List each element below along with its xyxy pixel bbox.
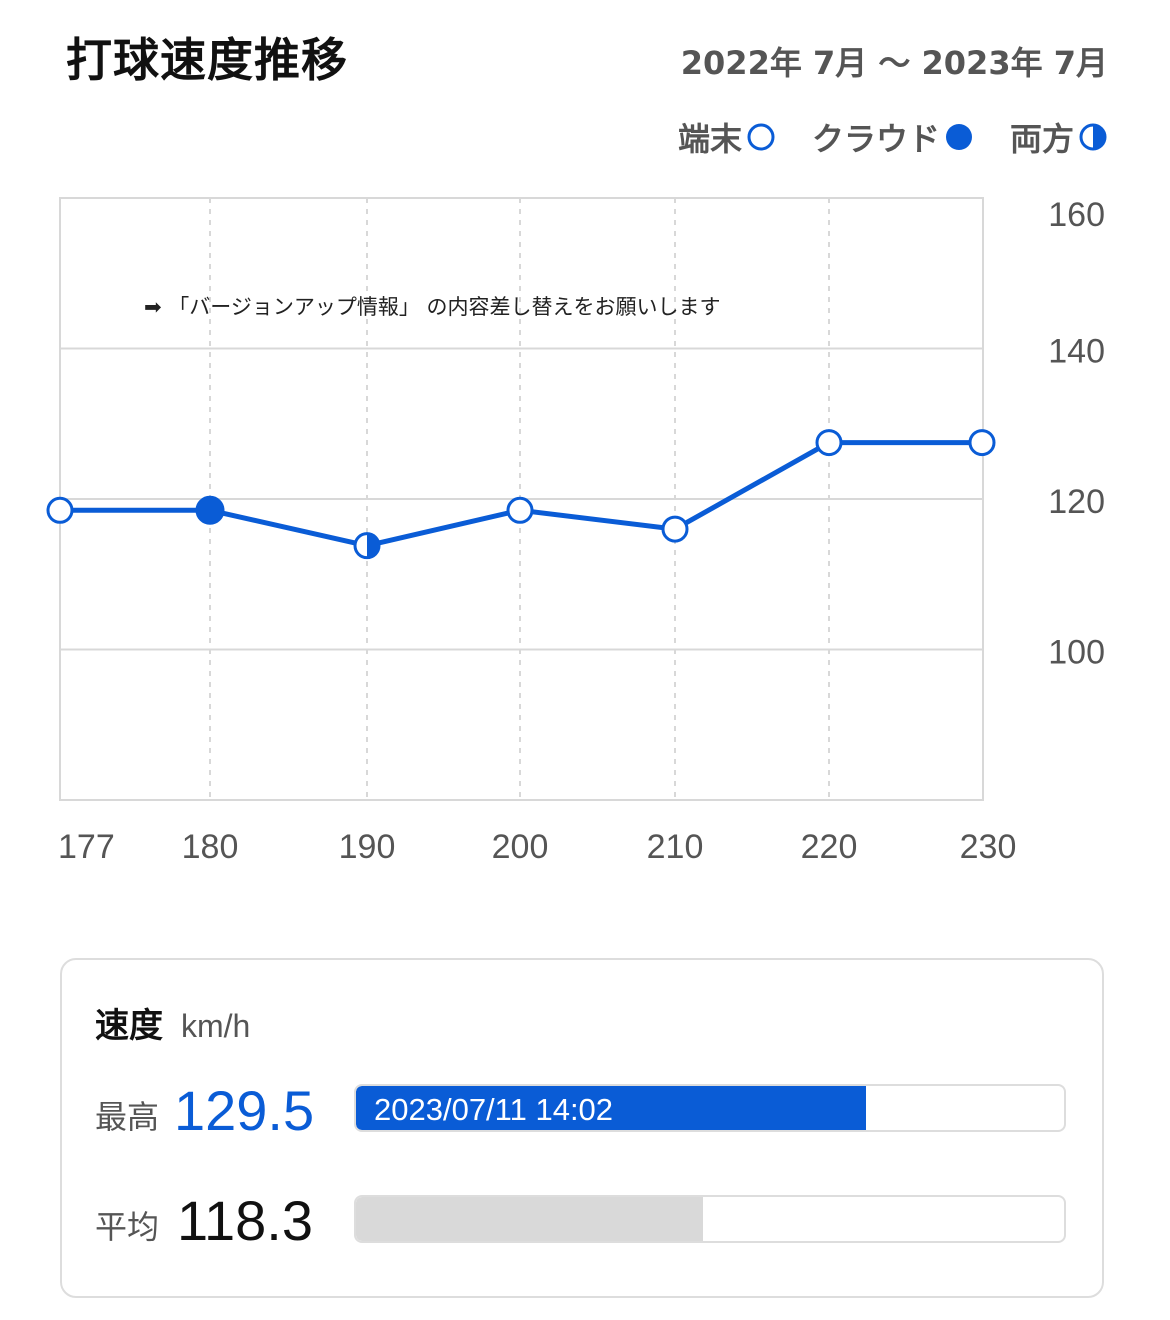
data-point-marker [46, 496, 74, 524]
legend-label-both: 両方 [1009, 120, 1074, 158]
half-circle-icon [1079, 123, 1107, 151]
max-bar-fill [356, 1086, 866, 1130]
max-value: 129.5 [174, 1079, 315, 1142]
avg-bar [354, 1195, 1066, 1243]
x-tick-label: 177 [58, 828, 115, 866]
avg-bar-fill [356, 1197, 703, 1241]
data-point-marker [506, 496, 534, 524]
line-chart: 160 140 120 100 177 180 190 200 210 220 230 ➡ 「バージョ… [46, 196, 1105, 866]
data-point [506, 496, 534, 524]
legend-label-device: 端末 [677, 120, 742, 158]
chart-title: 打球速度推移 [66, 33, 348, 87]
y-tick-label: 120 [1048, 483, 1105, 521]
y-tick-label: 140 [1048, 333, 1105, 371]
data-point [968, 429, 996, 457]
data-point-marker [661, 515, 689, 543]
data-point-half-fill [367, 533, 379, 558]
panel-title: 速度 [95, 1006, 163, 1046]
panel-header: 速度 km/h [95, 998, 250, 1047]
x-tick-label: 230 [960, 828, 1017, 866]
x-tick-label: 220 [801, 828, 858, 866]
y-tick-label: 100 [1048, 634, 1105, 672]
x-tick-label: 190 [339, 828, 396, 866]
data-point-marker [195, 495, 225, 525]
unit-label: km/h [181, 1008, 251, 1044]
y-tick-label: 160 [1048, 196, 1105, 234]
x-tick-label: 200 [492, 828, 549, 866]
legend-label-cloud: クラウド [811, 120, 940, 158]
data-point [661, 515, 689, 543]
avg-value: 118.3 [177, 1189, 313, 1252]
open-circle-icon [747, 123, 775, 151]
legend-item-cloud: クラウド [812, 114, 974, 160]
avg-label: 平均 [95, 1208, 160, 1246]
date-range: 2022年 7月 〜 2023年 7月 [680, 44, 1108, 82]
speed-stats-panel: 速度 km/h 最高 129.5 2023/07/11 14:02 平均 118… [60, 958, 1104, 1298]
data-point [815, 429, 843, 457]
x-tick-label: 210 [647, 828, 704, 866]
data-point-marker [815, 429, 843, 457]
data-point [46, 496, 74, 524]
data-point [195, 495, 225, 525]
legend-item-both: 両方 [1010, 114, 1108, 160]
legend-item-device: 端末 [678, 114, 776, 160]
filled-circle-icon [945, 124, 972, 150]
max-label: 最高 [95, 1098, 160, 1136]
max-bar: 2023/07/11 14:02 [354, 1084, 1066, 1132]
x-tick-label: 180 [182, 828, 239, 866]
data-point-marker [968, 429, 996, 457]
legend: 端末 クラウド 両方 [678, 114, 1108, 160]
max-date: 2023/07/11 14:02 [374, 1092, 614, 1127]
data-point [353, 532, 381, 560]
chart-annotation: ➡ 「バージョンアップ情報」 の内容差し替えをお願いします [144, 295, 721, 319]
